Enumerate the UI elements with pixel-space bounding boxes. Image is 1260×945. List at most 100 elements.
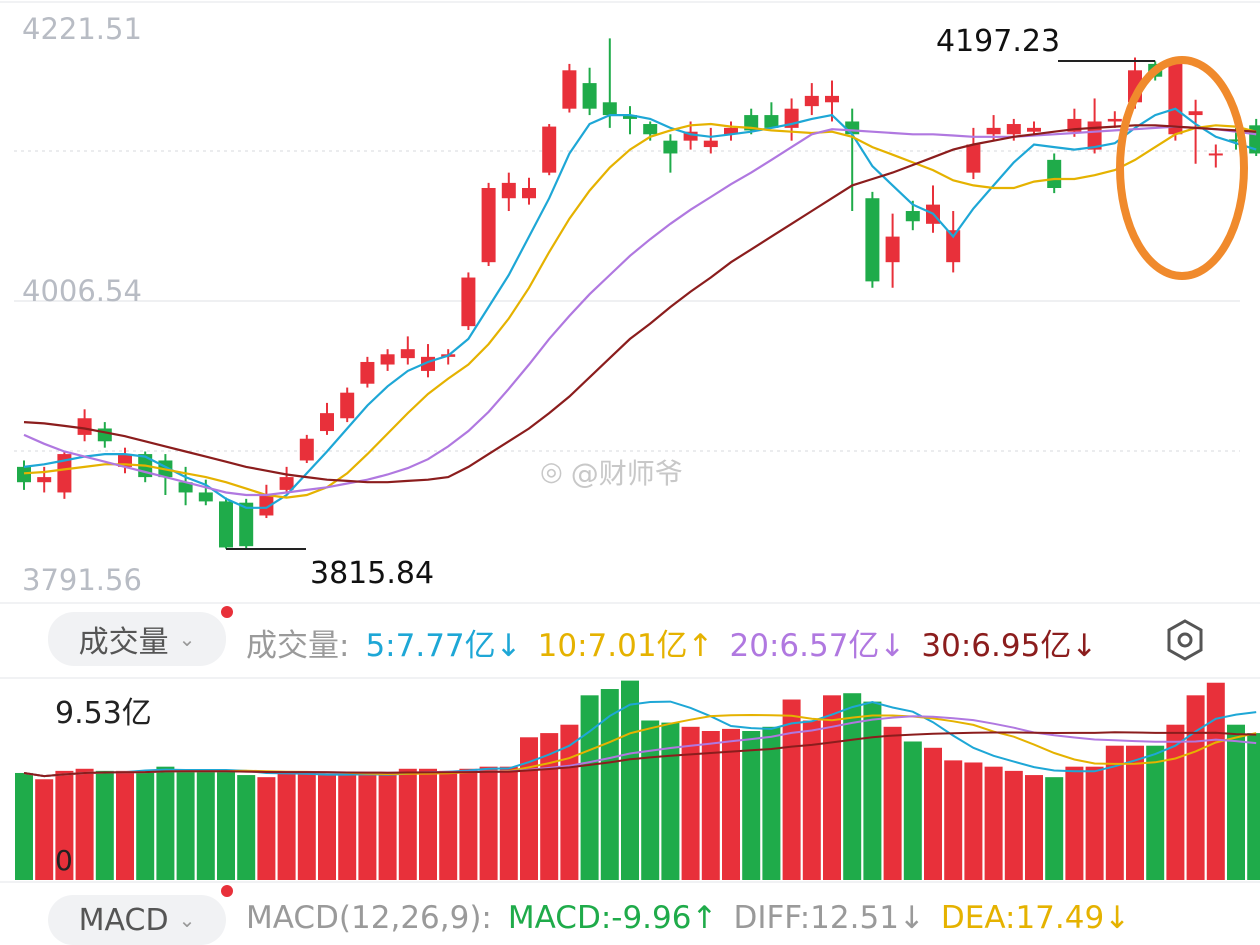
volume-indicator-dropdown[interactable]: 成交量 ⌄ — [48, 612, 226, 666]
volume-bar — [964, 762, 983, 880]
candle-body — [522, 187, 536, 199]
volume-bar — [1004, 770, 1023, 880]
settings-hexagon-icon[interactable] — [1163, 618, 1207, 662]
weibo-icon: ◎ — [540, 457, 563, 487]
candle-body — [1168, 61, 1183, 135]
volume-bar — [439, 770, 458, 880]
candle-body — [1208, 153, 1223, 156]
candle-body — [825, 95, 839, 103]
candle-body — [623, 115, 637, 119]
candle-body — [178, 482, 193, 493]
candle-body — [77, 418, 92, 435]
highlight-ellipse — [1116, 56, 1248, 280]
volume-bar — [1227, 724, 1245, 880]
volume-bar — [802, 720, 821, 880]
volume-bar — [1247, 733, 1260, 880]
volume-bar — [176, 770, 195, 880]
candle-body — [340, 392, 355, 419]
candle-body — [380, 354, 395, 365]
chevron-down-icon: ⌄ — [178, 627, 196, 651]
candle-body — [299, 438, 314, 461]
volume-bar — [600, 689, 619, 880]
candle-body — [360, 361, 375, 384]
candle-body — [219, 501, 233, 548]
volume-bar — [661, 722, 680, 880]
volume-bar — [984, 766, 1003, 880]
volume-bar — [1045, 777, 1064, 880]
volume-bar — [1186, 695, 1205, 880]
volume-legend-ma20: 20:6.57亿↓ — [729, 628, 906, 664]
volume-bar — [15, 772, 33, 880]
price-ma30-line — [23, 124, 1257, 484]
volume-bar — [1065, 766, 1084, 880]
candle-body — [683, 131, 698, 141]
volume-max-label: 9.53亿 — [55, 696, 152, 731]
price-label-low: 3791.56 — [22, 563, 142, 597]
volume-bar — [924, 747, 942, 880]
notification-dot — [221, 606, 233, 618]
candle-body — [1107, 118, 1122, 122]
candle-body — [562, 70, 577, 109]
volume-bar — [378, 775, 397, 880]
volume-bar — [580, 695, 599, 880]
dea-value: DEA:17.49↓ — [940, 900, 1131, 936]
volume-bar — [1025, 775, 1043, 880]
watermark-text: @财师爷 — [570, 457, 683, 490]
volume-bar — [237, 775, 256, 880]
volume-bar — [762, 726, 781, 880]
volume-bar — [903, 741, 922, 880]
volume-bar — [823, 695, 841, 880]
candle-body — [986, 127, 1001, 135]
candle-body — [461, 277, 476, 327]
volume-bar — [459, 768, 478, 880]
volume-bar — [55, 770, 74, 880]
volume-bar — [35, 779, 54, 880]
volume-bar — [479, 766, 498, 880]
volume-bar — [196, 770, 215, 880]
volume-bar — [742, 730, 761, 880]
volume-legend-ma5: 5:7.77亿↓ — [365, 628, 522, 664]
volume-bar — [419, 768, 437, 880]
candle-body — [845, 121, 860, 135]
volume-bar — [1085, 766, 1104, 880]
candle-body — [1006, 124, 1021, 135]
candle-body — [1047, 159, 1062, 188]
candle-body — [643, 124, 658, 135]
volume-bar — [621, 680, 639, 880]
volume-bar — [499, 766, 518, 880]
volume-zero-label: 0 — [55, 844, 73, 877]
volume-bar — [944, 760, 963, 880]
volume-bar — [95, 770, 114, 880]
volume-bar — [358, 775, 377, 880]
volume-bar — [156, 766, 175, 880]
candle-body — [481, 187, 496, 263]
volume-bar — [1146, 745, 1165, 880]
candle-body — [724, 127, 738, 135]
candle-body — [501, 182, 516, 199]
volume-dropdown-label: 成交量 — [78, 625, 169, 660]
candle-body — [602, 102, 617, 116]
candle-body — [582, 83, 597, 109]
volume-bar — [520, 737, 538, 880]
price-ma5-line — [23, 107, 1257, 509]
candle-body — [17, 466, 31, 483]
candle-body — [198, 492, 213, 502]
volume-ma5-line — [23, 700, 1257, 778]
candle-body — [259, 495, 274, 516]
candle-body — [946, 230, 961, 263]
volume-bar — [1126, 745, 1144, 880]
candle-body — [764, 115, 779, 128]
candle-body — [703, 140, 718, 148]
chevron-down-icon: ⌄ — [178, 908, 196, 932]
volume-bar — [701, 730, 720, 880]
volume-bar — [681, 726, 700, 880]
candle-body — [966, 144, 981, 173]
candle-body — [239, 502, 254, 547]
volume-ma30-line — [23, 731, 1257, 778]
price-ma10-line — [23, 122, 1257, 499]
volume-bar — [560, 724, 579, 880]
candle-body — [279, 477, 294, 490]
candle-body — [542, 126, 557, 173]
macd-indicator-dropdown[interactable]: MACD ⌄ — [48, 895, 226, 945]
